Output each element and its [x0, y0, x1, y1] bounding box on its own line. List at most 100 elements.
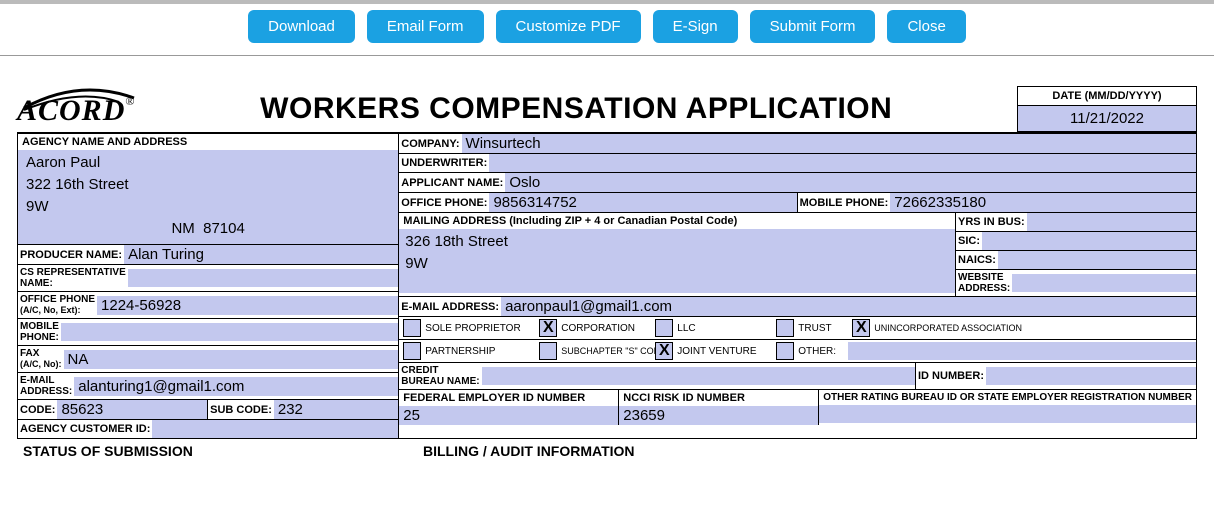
jv-check[interactable]: X — [655, 342, 673, 360]
underwriter-field[interactable] — [489, 154, 1196, 172]
form-page: ACORD® WORKERS COMPENSATION APPLICATION … — [17, 76, 1197, 459]
esign-button[interactable]: E-Sign — [653, 10, 738, 43]
entity-block: SOLE PROPRIETOR X CORPORATION LLC TRUST … — [399, 317, 1196, 363]
csrep-field[interactable] — [128, 269, 399, 287]
agency-state: NM — [171, 220, 194, 237]
corp-check[interactable]: X — [539, 319, 557, 337]
yrs-field[interactable] — [1027, 213, 1196, 231]
company-row: COMPANY: Winsurtech — [399, 134, 1196, 154]
sole-label: SOLE PROPRIETOR — [425, 323, 535, 334]
credit-bureau-field[interactable] — [482, 367, 915, 385]
partnership-check[interactable] — [403, 342, 421, 360]
yrs-label: YRS IN BUS: — [956, 214, 1027, 230]
fax-row: FAX(A/C, No): NA — [18, 346, 398, 373]
agency-zip: 87104 — [203, 220, 245, 237]
agency-address[interactable]: Aaron Paul 322 16th Street 9W NM 87104 — [18, 150, 398, 244]
trust-check[interactable] — [776, 319, 794, 337]
email-form-button[interactable]: Email Form — [367, 10, 484, 43]
sic-field[interactable] — [982, 232, 1196, 250]
office-phone-label: OFFICE PHONE(A/C, No, Ext): — [18, 292, 97, 318]
close-button[interactable]: Close — [887, 10, 965, 43]
naics-label: NAICS: — [956, 252, 998, 268]
date-label: DATE (MM/DD/YYYY) — [1018, 87, 1196, 106]
office-phone-field[interactable]: 1224-56928 — [97, 296, 398, 315]
company-label: COMPANY: — [399, 136, 461, 152]
status-header: STATUS OF SUBMISSION — [17, 439, 417, 459]
naics-field[interactable] — [998, 251, 1196, 269]
llc-check[interactable] — [655, 319, 673, 337]
mobile-phone-r-field[interactable]: 72662335180 — [890, 193, 1196, 212]
applicant-field[interactable]: Oslo — [505, 173, 1196, 192]
email-r-field[interactable]: aaronpaul1@gmail1.com — [501, 297, 1196, 316]
section-headers: STATUS OF SUBMISSION BILLING / AUDIT INF… — [17, 439, 1197, 459]
ids-row: FEDERAL EMPLOYER ID NUMBER 25 NCCI RISK … — [399, 390, 1196, 425]
page-title: WORKERS COMPENSATION APPLICATION — [165, 92, 987, 132]
office-phone-r-label: OFFICE PHONE: — [399, 195, 489, 211]
email-r-label: E-MAIL ADDRESS: — [399, 299, 501, 315]
unincorp-check[interactable]: X — [852, 319, 870, 337]
agency-label: AGENCY NAME AND ADDRESS — [18, 134, 398, 150]
agency-line2: 9W — [26, 196, 390, 218]
fein-field[interactable]: 25 — [399, 406, 618, 425]
partnership-label: PARTNERSHIP — [425, 346, 535, 357]
code-label: CODE: — [18, 402, 57, 418]
date-box: DATE (MM/DD/YYYY) 11/21/2022 — [1017, 86, 1197, 132]
phones-row: OFFICE PHONE: 9856314752 MOBILE PHONE: 7… — [399, 193, 1196, 213]
applicant-label: APPLICANT NAME: — [399, 175, 505, 191]
jv-label: JOINT VENTURE — [677, 346, 772, 357]
office-phone-row: OFFICE PHONE(A/C, No, Ext): 1224-56928 — [18, 292, 398, 319]
agency-customer-field[interactable] — [152, 420, 398, 438]
id-number-field[interactable] — [986, 367, 1196, 385]
mailing-label: MAILING ADDRESS (Including ZIP + 4 or Ca… — [399, 213, 955, 229]
mobile-phone-row: MOBILEPHONE: — [18, 319, 398, 346]
agency-block: AGENCY NAME AND ADDRESS Aaron Paul 322 1… — [18, 134, 398, 245]
download-button[interactable]: Download — [248, 10, 355, 43]
office-phone-r-field[interactable]: 9856314752 — [489, 193, 796, 212]
email-r-row: E-MAIL ADDRESS: aaronpaul1@gmail1.com — [399, 297, 1196, 317]
code-row: CODE: 85623 SUB CODE: 232 — [18, 400, 398, 420]
subchapter-label: SUBCHAPTER "S" CORP — [561, 346, 651, 356]
producer-name-field[interactable]: Alan Turing — [124, 245, 398, 264]
corp-label: CORPORATION — [561, 323, 651, 334]
fax-field[interactable]: NA — [64, 350, 399, 369]
mobile-phone-field[interactable] — [61, 323, 398, 341]
toolbar: Download Email Form Customize PDF E-Sign… — [0, 0, 1214, 56]
producer-row: PRODUCER NAME: Alan Turing — [18, 245, 398, 265]
other-field[interactable] — [848, 342, 1196, 360]
llc-label: LLC — [677, 323, 772, 334]
csrep-row: CS REPRESENTATIVENAME: — [18, 265, 398, 292]
submit-form-button[interactable]: Submit Form — [750, 10, 876, 43]
csrep-label: CS REPRESENTATIVENAME: — [18, 265, 128, 291]
other-check[interactable] — [776, 342, 794, 360]
customize-pdf-button[interactable]: Customize PDF — [496, 10, 641, 43]
billing-header: BILLING / AUDIT INFORMATION — [417, 439, 641, 459]
id-number-label: ID NUMBER: — [916, 368, 986, 384]
code-field[interactable]: 85623 — [57, 400, 207, 419]
agency-customer-label: AGENCY CUSTOMER ID: — [18, 421, 152, 437]
mailing-address-field[interactable]: 326 18th Street 9W — [399, 229, 955, 293]
website-field[interactable] — [1012, 274, 1196, 292]
website-label: WEBSITEADDRESS: — [956, 270, 1012, 296]
date-value[interactable]: 11/21/2022 — [1018, 106, 1196, 131]
applicant-row: APPLICANT NAME: Oslo — [399, 173, 1196, 193]
mobile-phone-label: MOBILEPHONE: — [18, 319, 61, 345]
other-rating-label: OTHER RATING BUREAU ID OR STATE EMPLOYER… — [819, 390, 1196, 405]
company-field[interactable]: Winsurtech — [462, 134, 1196, 153]
email-label: E-MAILADDRESS: — [18, 373, 74, 399]
other-label: OTHER: — [798, 346, 848, 357]
underwriter-label: UNDERWRITER: — [399, 155, 489, 171]
sole-check[interactable] — [403, 319, 421, 337]
ncci-field[interactable]: 23659 — [619, 406, 818, 425]
subchapter-check[interactable] — [539, 342, 557, 360]
trust-label: TRUST — [798, 323, 848, 334]
agency-name: Aaron Paul — [26, 152, 390, 174]
mobile-phone-r-label: MOBILE PHONE: — [798, 195, 891, 211]
email-field[interactable]: alanturing1@gmail1.com — [74, 377, 398, 396]
acord-logo: ACORD® — [17, 76, 135, 132]
email-row: E-MAILADDRESS: alanturing1@gmail1.com — [18, 373, 398, 400]
mailing-line1: 326 18th Street — [405, 231, 949, 253]
credit-row: CREDITBUREAU NAME: ID NUMBER: — [399, 363, 1196, 390]
underwriter-row: UNDERWRITER: — [399, 154, 1196, 173]
other-rating-field[interactable] — [819, 405, 1196, 423]
subcode-field[interactable]: 232 — [274, 400, 398, 419]
